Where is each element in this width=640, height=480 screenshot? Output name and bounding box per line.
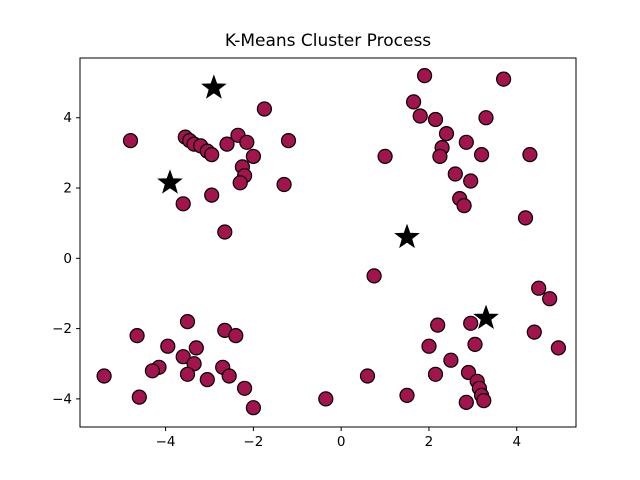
data-point bbox=[359, 368, 376, 384]
data-point bbox=[399, 387, 415, 403]
data-point bbox=[456, 198, 472, 214]
data-point bbox=[474, 147, 490, 163]
data-point bbox=[438, 126, 455, 142]
data-point bbox=[217, 224, 233, 240]
y-axis-tick-label: −4 bbox=[52, 391, 72, 407]
centroid-star bbox=[201, 74, 227, 99]
data-point bbox=[406, 94, 422, 110]
data-point bbox=[463, 315, 479, 331]
y-axis-tick-label: 4 bbox=[63, 110, 72, 126]
data-point bbox=[412, 108, 428, 124]
data-point bbox=[175, 349, 191, 365]
data-point bbox=[204, 187, 220, 203]
data-point bbox=[447, 166, 463, 182]
data-point bbox=[478, 110, 494, 126]
y-axis-tick-label: −2 bbox=[52, 321, 72, 337]
data-point bbox=[458, 134, 474, 150]
data-point bbox=[256, 101, 272, 117]
data-point bbox=[199, 372, 215, 388]
data-point bbox=[204, 147, 220, 163]
centroid-star bbox=[473, 304, 499, 329]
y-axis-tick-label: 0 bbox=[63, 251, 72, 267]
data-point bbox=[239, 134, 255, 150]
data-point bbox=[129, 328, 145, 344]
data-point bbox=[131, 389, 147, 405]
data-point bbox=[517, 210, 534, 226]
data-point bbox=[122, 133, 139, 149]
data-point bbox=[228, 328, 244, 344]
data-point bbox=[427, 366, 444, 382]
data-point bbox=[179, 314, 196, 330]
data-point bbox=[522, 147, 538, 163]
data-point bbox=[421, 338, 437, 354]
data-point bbox=[245, 400, 261, 416]
data-point bbox=[443, 352, 459, 368]
data-point bbox=[463, 173, 479, 189]
x-axis-tick-label: 2 bbox=[425, 434, 434, 450]
centroid-star bbox=[157, 169, 183, 194]
data-point bbox=[432, 148, 448, 164]
data-point bbox=[417, 67, 433, 84]
data-point bbox=[188, 340, 204, 356]
data-point bbox=[476, 393, 492, 409]
data-point bbox=[276, 176, 292, 193]
data-point bbox=[458, 394, 474, 410]
data-point bbox=[232, 175, 248, 191]
data-point bbox=[531, 280, 547, 296]
data-point bbox=[221, 368, 237, 384]
data-point bbox=[144, 363, 160, 379]
x-axis-tick-label: −4 bbox=[156, 434, 176, 450]
plot-frame bbox=[79, 57, 577, 428]
data-point bbox=[542, 291, 558, 307]
data-point bbox=[526, 324, 542, 340]
data-point bbox=[430, 317, 446, 333]
x-axis-tick-label: 4 bbox=[512, 434, 521, 450]
data-point bbox=[377, 148, 393, 164]
data-point bbox=[496, 71, 512, 87]
data-point bbox=[245, 148, 261, 164]
chart-title: K-Means Cluster Process bbox=[225, 31, 431, 51]
data-point bbox=[175, 196, 191, 212]
data-point bbox=[318, 391, 334, 407]
data-point bbox=[280, 133, 297, 149]
data-point bbox=[467, 336, 483, 352]
data-point bbox=[237, 380, 253, 396]
data-point bbox=[427, 111, 444, 128]
data-point bbox=[96, 368, 112, 384]
data-point bbox=[219, 136, 235, 152]
data-point bbox=[179, 366, 196, 382]
data-point bbox=[366, 268, 382, 284]
data-point bbox=[160, 338, 176, 354]
x-axis-tick-label: 0 bbox=[337, 434, 346, 450]
x-axis-tick-label: −2 bbox=[243, 434, 263, 450]
data-point bbox=[550, 340, 567, 356]
centroid-star bbox=[394, 223, 420, 249]
y-axis-tick-label: 2 bbox=[63, 181, 72, 197]
